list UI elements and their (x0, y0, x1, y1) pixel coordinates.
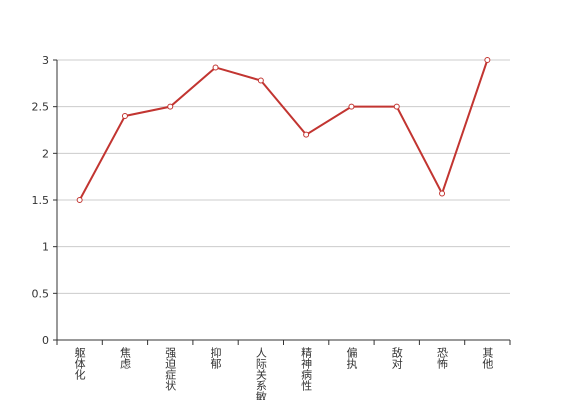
point (167, 103, 174, 110)
point (212, 64, 219, 71)
x-tick-label: 精神病性 (300, 347, 313, 392)
x-tick-label: 焦虑 (118, 347, 131, 369)
point (121, 113, 128, 119)
point (484, 57, 491, 63)
point (439, 190, 446, 197)
point (393, 103, 400, 110)
y-tick-label: 2 (42, 147, 49, 160)
point (257, 77, 264, 84)
y-tick-label: 0 (42, 334, 49, 347)
x-tick-label: 人际关系敏感 (254, 347, 267, 400)
point (76, 197, 83, 203)
x-tick-label: 偏执 (345, 346, 358, 370)
line (78, 59, 489, 201)
x-tick-label: 敌对 (390, 346, 403, 369)
x-tick-label: 强迫症状 (164, 347, 177, 391)
x-tick-label: 抑郁 (209, 346, 222, 369)
y-tick-label: 2.5 (32, 101, 50, 114)
y-tick-label: 1 (42, 241, 49, 254)
x-tick-label: 恐怖 (436, 347, 449, 369)
y-tick-label: 3 (42, 54, 49, 67)
y-tick-label: 1.5 (32, 194, 50, 207)
x-tick-label: 其他 (481, 347, 494, 369)
x-tick-label: 躯体化 (73, 347, 86, 381)
y-tick-label: 0.5 (32, 287, 50, 300)
point (303, 131, 310, 138)
point (348, 103, 355, 110)
